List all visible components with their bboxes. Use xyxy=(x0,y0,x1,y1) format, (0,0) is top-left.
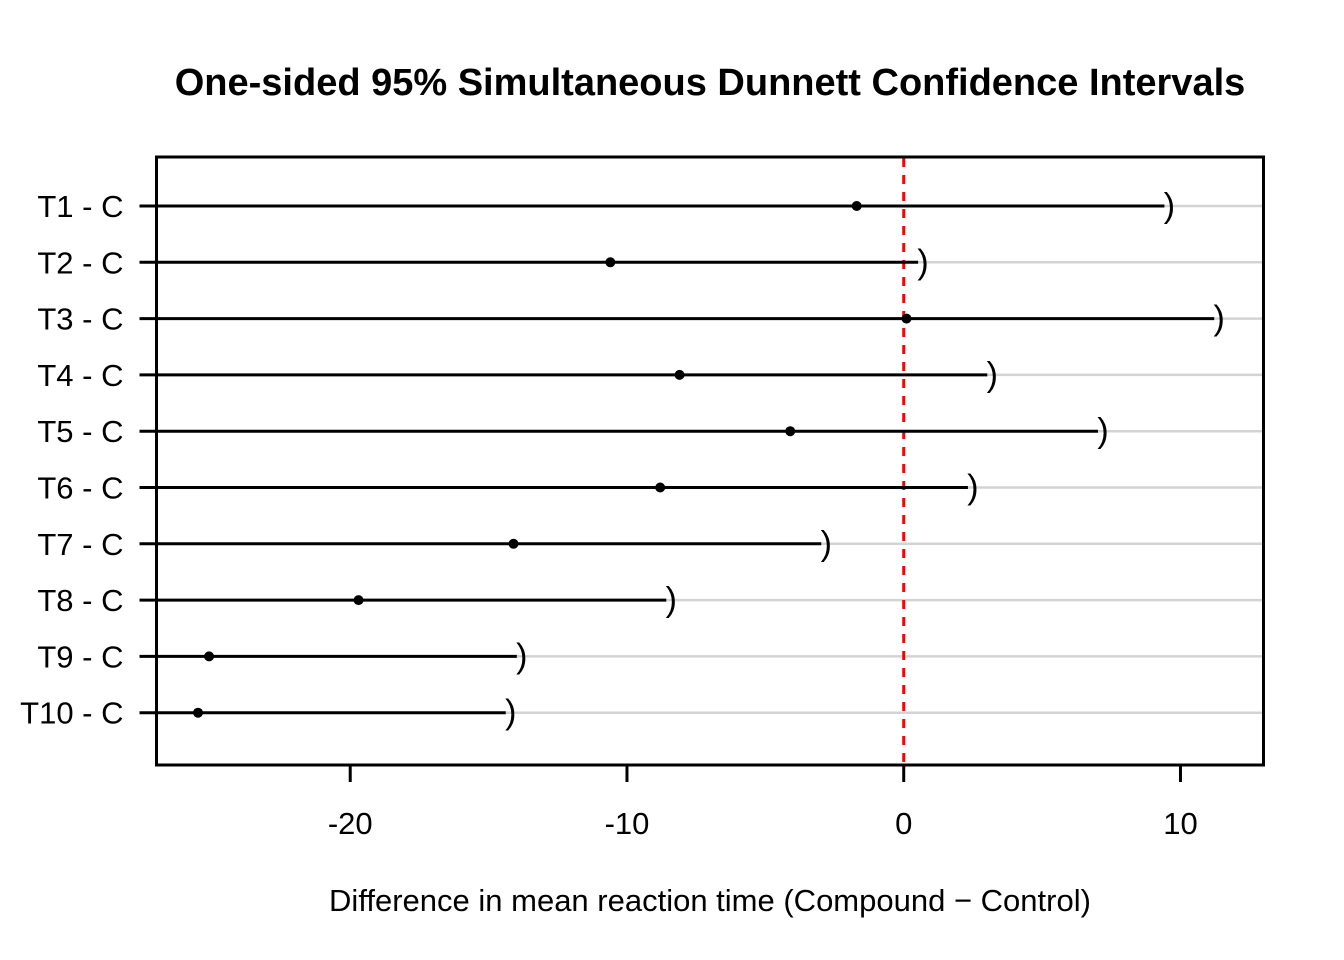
ci-row: ) xyxy=(157,187,1175,225)
y-axis-label: T9 - C xyxy=(37,639,123,674)
y-axis-label: T8 - C xyxy=(37,583,123,618)
ci-upper-bound-marker: ) xyxy=(967,469,978,507)
x-tick-label: 0 xyxy=(895,806,912,841)
ci-point-estimate xyxy=(605,257,616,268)
ci-rows: )))))))))) xyxy=(157,187,1225,732)
y-axis-label: T2 - C xyxy=(37,245,123,280)
ci-row: ) xyxy=(157,243,929,281)
ci-upper-bound-marker: ) xyxy=(666,581,677,619)
x-axis: -20 -10 0 10 xyxy=(328,765,1198,841)
chart-title: One-sided 95% Simultaneous Dunnett Confi… xyxy=(175,62,1246,104)
ci-upper-bound-marker: ) xyxy=(987,356,998,394)
ci-point-estimate xyxy=(851,201,862,211)
plot-border xyxy=(155,155,1265,767)
y-axis-label: T7 - C xyxy=(37,527,123,562)
ci-upper-bound-marker: ) xyxy=(1214,300,1225,338)
ci-point-estimate xyxy=(508,538,519,549)
ci-row: ) xyxy=(157,412,1109,450)
ci-row: ) xyxy=(157,637,527,675)
ci-row: ) xyxy=(157,581,677,619)
ci-upper-bound-marker: ) xyxy=(917,243,928,281)
gridlines xyxy=(156,204,1264,714)
ci-point-estimate xyxy=(901,313,912,324)
ci-upper-bound-marker: ) xyxy=(821,525,832,563)
ci-row: ) xyxy=(157,694,516,732)
x-axis-title: Difference in mean reaction time (Compou… xyxy=(329,883,1091,918)
ci-point-estimate xyxy=(785,426,796,437)
ci-row: ) xyxy=(157,469,979,507)
ci-upper-bound-marker: ) xyxy=(505,694,516,732)
y-axis-label: T5 - C xyxy=(37,414,123,449)
ci-upper-bound-marker: ) xyxy=(516,637,527,675)
ci-point-estimate xyxy=(674,369,685,380)
ci-row: ) xyxy=(157,356,998,394)
y-axis-label: T4 - C xyxy=(37,358,123,393)
ci-point-estimate xyxy=(204,651,215,662)
ci-point-estimate xyxy=(193,707,204,718)
x-tick-label: 10 xyxy=(1163,806,1197,841)
ci-point-estimate xyxy=(655,482,666,493)
x-tick-label: -20 xyxy=(328,806,373,841)
y-axis-label: T3 - C xyxy=(37,302,123,337)
y-axis-label: T6 - C xyxy=(37,471,123,506)
x-tick-label: -10 xyxy=(605,806,650,841)
y-axis: T1 - C T2 - C T3 - C T4 - C T5 - C T6 - C T7 -… xyxy=(20,189,157,731)
plot-border-rect xyxy=(155,155,1265,767)
y-axis-label: T1 - C xyxy=(37,189,123,224)
ci-upper-bound-marker: ) xyxy=(1097,412,1108,450)
y-axis-label: T10 - C xyxy=(20,696,123,731)
ci-point-estimate xyxy=(353,595,364,606)
ci-row: ) xyxy=(157,300,1225,338)
ci-row: ) xyxy=(157,525,832,563)
ci-upper-bound-marker: ) xyxy=(1164,187,1175,225)
